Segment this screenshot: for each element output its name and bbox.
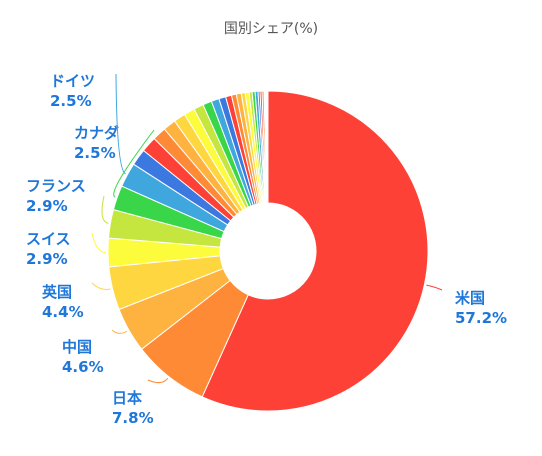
label-connector-0 — [426, 284, 443, 291]
slice-label-name-7: ドイツ — [50, 72, 95, 90]
labels-group: 米国 57.2% 日本 7.8% 中国 4.6% 英国 4.4% スイス 2.9% フランス 2.9%… — [26, 72, 507, 427]
label-connector-1 — [147, 377, 169, 384]
slice-label-name-2: 中国 — [62, 338, 92, 356]
slice-label-value-0: 57.2% — [455, 309, 507, 327]
slice-label-name-5: フランス — [26, 177, 86, 195]
pie-slice-0 — [201, 90, 429, 412]
label-connector-7 — [115, 73, 126, 175]
slice-label-value-3: 4.4% — [42, 303, 84, 321]
slice-label-name-4: スイス — [26, 230, 71, 248]
slice-label-name-3: 英国 — [42, 283, 72, 301]
slice-label-name-0: 米国 — [455, 289, 485, 307]
slice-label-name-6: カナダ — [74, 124, 119, 142]
slice-label-value-7: 2.5% — [50, 92, 92, 110]
slice-label-value-6: 2.5% — [74, 144, 116, 162]
slice-label-value-2: 4.6% — [62, 358, 104, 376]
slice-label-value-1: 7.8% — [112, 409, 154, 427]
label-connector-5 — [101, 195, 109, 224]
label-connector-2 — [111, 329, 128, 334]
label-connector-4 — [91, 232, 107, 254]
label-connector-6 — [113, 129, 155, 198]
slice-label-value-4: 2.9% — [26, 250, 68, 268]
chart-title: 国別シェア(%) — [224, 21, 318, 37]
slices-group — [107, 90, 429, 412]
pie-slice-32 — [266, 90, 269, 204]
slice-label-value-5: 2.9% — [26, 197, 68, 215]
slice-label-name-1: 日本 — [112, 389, 142, 407]
label-connector-3 — [91, 282, 111, 291]
